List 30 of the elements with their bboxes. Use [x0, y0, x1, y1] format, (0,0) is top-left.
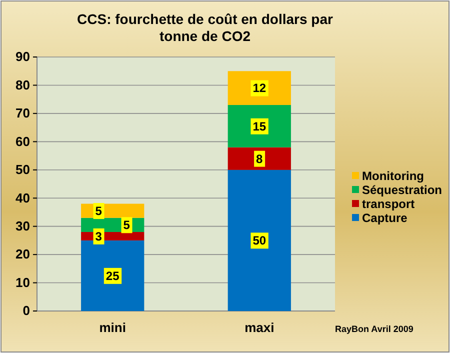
y-tick-label: 10 [16, 274, 30, 290]
data-label: 5 [95, 204, 102, 218]
data-label: 15 [252, 119, 266, 134]
data-label: 12 [252, 81, 266, 96]
data-label: 50 [252, 234, 266, 248]
chart-title: CCS: fourchette de coût en dollars par tonne de CO2 [77, 11, 334, 44]
y-tick-label: 0 [22, 303, 30, 318]
legend-label: Séquestration [362, 183, 442, 198]
y-tick-label: 80 [16, 77, 30, 92]
y-tick-label: 70 [16, 106, 30, 121]
y-tick-label: 90 [16, 49, 30, 64]
bar [81, 240, 144, 311]
y-tick-label: 50 [16, 162, 30, 178]
y-tick-label: 30 [16, 218, 30, 234]
bar [228, 170, 291, 311]
bar [228, 104, 291, 148]
y-tick-label: 20 [16, 246, 30, 262]
data-label: 3 [95, 229, 102, 244]
legend-label: Monitoring [362, 169, 424, 184]
x-tick-label: mini [99, 320, 126, 336]
data-label: 25 [106, 268, 120, 283]
bar [228, 147, 291, 170]
text: RayBon Avril 2009 [335, 324, 414, 334]
legend-label: Capture [362, 211, 408, 226]
x-tick-label: maxi [244, 320, 274, 336]
data-label: 8 [256, 152, 264, 166]
y-tick-label: 40 [16, 190, 30, 206]
legend-label: transport [362, 197, 415, 212]
data-label: 5 [123, 218, 130, 232]
y-tick-label: 60 [16, 134, 30, 149]
